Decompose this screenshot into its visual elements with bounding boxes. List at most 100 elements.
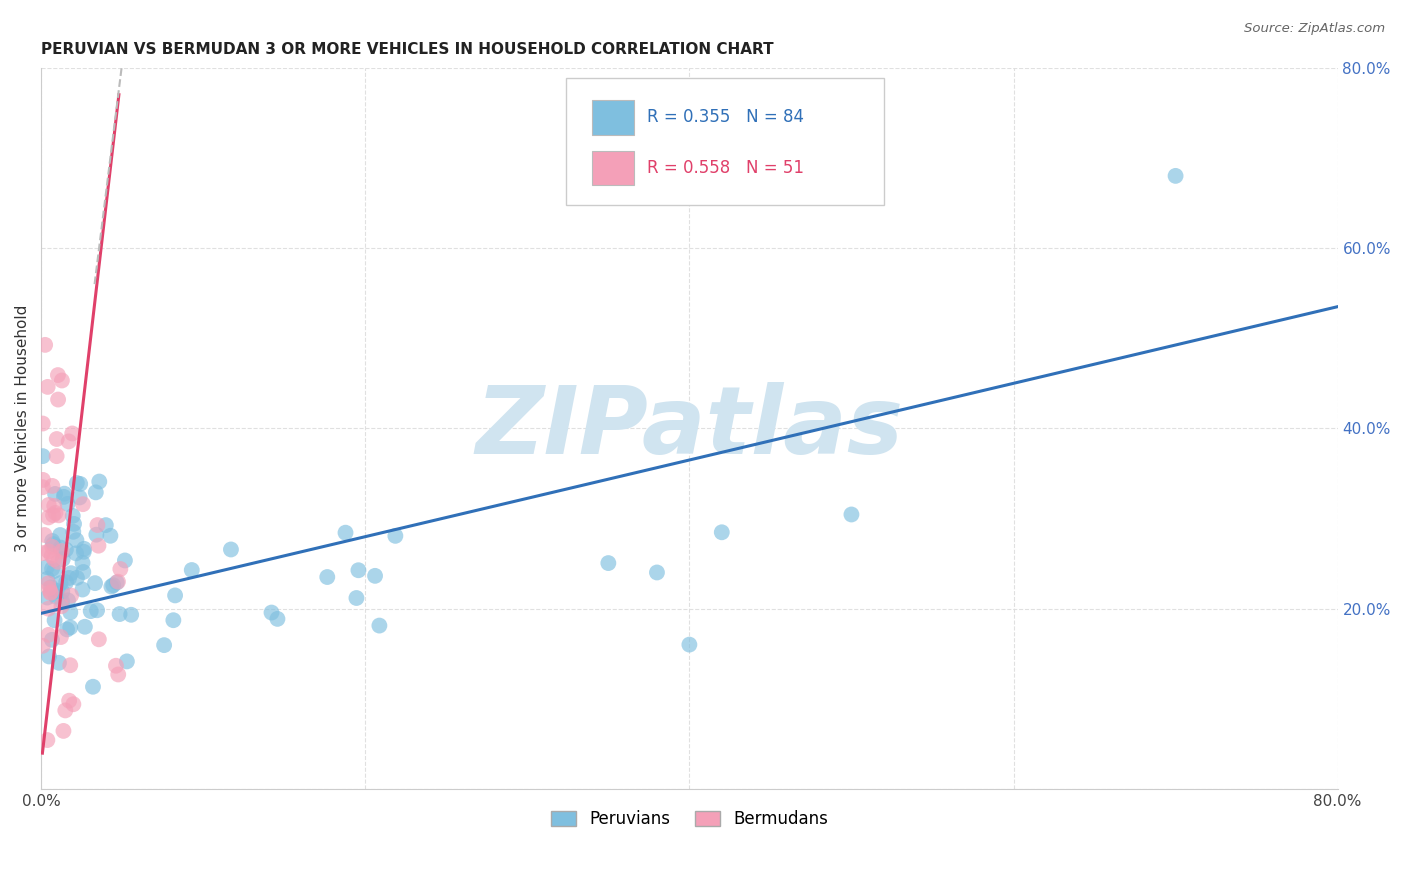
Point [38,582,60,596]
Point [165,588,187,602]
Point [44,564,66,578]
Point [37,576,59,591]
Point [49,576,72,591]
Point [86,527,108,541]
Point [73,545,96,559]
Point [38,649,60,664]
Legend: Peruvians, Bermudans: Peruvians, Bermudans [544,804,835,835]
Point [51,599,73,614]
Point [31,639,53,653]
Point [34,528,56,542]
Point [41,540,63,554]
Point [41,632,63,647]
Point [52,490,75,504]
Point [49,541,72,555]
Point [598,556,620,570]
Point [316,570,339,584]
Point [52,723,75,738]
Point [86,518,108,533]
Point [72,556,94,570]
Point [84,576,107,591]
Point [94,518,117,533]
Point [52,552,75,566]
FancyBboxPatch shape [592,151,634,186]
Point [45,449,67,463]
Point [42,508,65,522]
Point [104,658,127,673]
Point [60,426,83,441]
Point [110,562,132,576]
Point [38,510,60,524]
Point [384,529,406,543]
Point [108,607,131,621]
Point [42,537,65,551]
Point [87,539,110,553]
Point [1164,169,1187,183]
Point [65,546,87,560]
Point [58,434,80,449]
Point [58,571,80,585]
Point [53,486,76,500]
Point [69,477,91,491]
Point [87,632,110,647]
Point [38,544,60,558]
Point [60,566,83,581]
Point [46,555,69,569]
Point [37,591,59,605]
Point [58,694,80,708]
Point [39,585,62,599]
Point [44,506,66,520]
Point [82,680,104,694]
Point [51,584,73,599]
Point [56,497,79,511]
FancyBboxPatch shape [567,78,884,205]
Point [80,604,103,618]
Point [41,549,63,563]
Point [115,654,138,668]
Point [45,590,67,604]
Point [103,578,125,592]
Point [44,499,66,513]
Point [53,703,76,717]
Point [48,656,70,670]
Point [107,667,129,681]
Point [55,575,77,590]
Point [55,542,77,557]
Point [32,473,55,487]
Point [46,584,69,599]
Point [63,516,86,531]
Point [62,508,84,523]
Point [260,606,283,620]
Point [51,374,73,388]
Point [37,733,59,747]
Point [364,569,387,583]
Point [120,607,142,622]
Point [37,380,59,394]
Point [368,618,391,632]
Point [65,533,87,548]
Point [180,563,202,577]
Point [35,560,58,574]
Point [39,586,62,600]
Text: R = 0.558   N = 51: R = 0.558 N = 51 [647,159,804,177]
Point [347,563,370,577]
Point [219,542,242,557]
Point [38,498,60,512]
Point [266,612,288,626]
Point [37,601,59,615]
Point [31,417,53,431]
Point [73,620,96,634]
Point [46,392,69,407]
Text: PERUVIAN VS BERMUDAN 3 OR MORE VEHICLES IN HOUSEHOLD CORRELATION CHART: PERUVIAN VS BERMUDAN 3 OR MORE VEHICLES … [41,42,773,57]
Point [44,613,66,627]
FancyBboxPatch shape [592,100,634,135]
Point [66,476,89,491]
Point [162,613,184,627]
Point [59,606,82,620]
Point [31,546,53,560]
Point [48,508,70,523]
Point [34,338,56,352]
Point [710,525,733,540]
Point [49,528,72,542]
Point [41,562,63,576]
